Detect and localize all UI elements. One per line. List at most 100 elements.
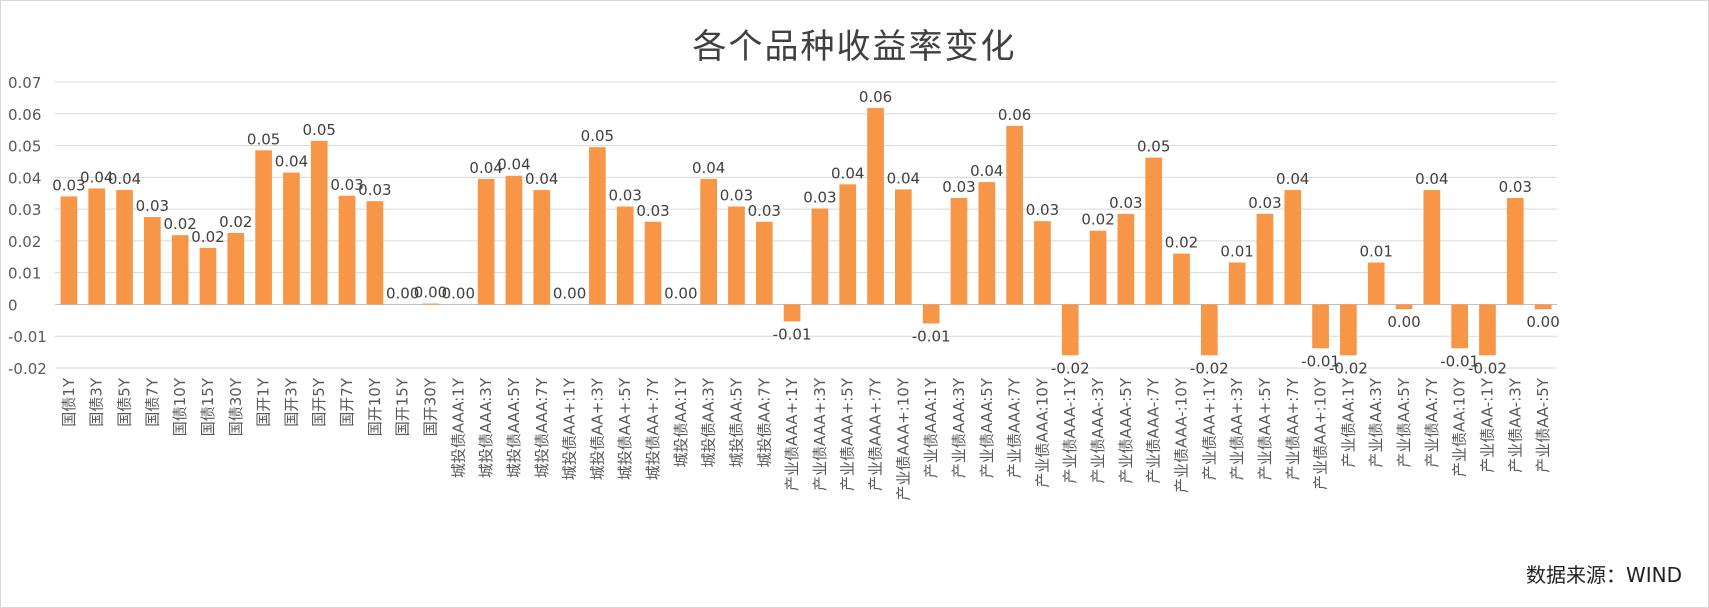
bar — [978, 182, 996, 305]
bar — [199, 247, 217, 305]
category-label: 国债15Y — [199, 377, 217, 436]
data-label: 0.03 — [52, 176, 85, 194]
data-label: 0.03 — [720, 187, 753, 205]
data-label: -0.02 — [1051, 359, 1090, 377]
data-label: 0.05 — [303, 121, 336, 139]
bar — [867, 108, 884, 305]
bar — [1228, 262, 1246, 305]
data-label: 0.02 — [1081, 211, 1114, 229]
category-label: 城投债AA+:3Y — [588, 377, 606, 480]
bar — [283, 172, 300, 305]
bar — [1479, 304, 1496, 356]
category-label: 产业债AAA:1Y — [922, 377, 940, 478]
data-label: 0.03 — [803, 188, 836, 206]
data-label: -0.01 — [1440, 352, 1479, 370]
category-label: 国债3Y — [88, 377, 106, 427]
category-label: 产业债AA+:7Y — [1284, 377, 1302, 480]
bar — [783, 304, 801, 322]
category-label: 产业债AA:1Y — [1339, 377, 1357, 467]
bar — [1451, 304, 1468, 349]
category-label: 产业债AAA+:5Y — [839, 377, 857, 491]
category-label: 国开1Y — [255, 377, 273, 427]
bar — [1089, 230, 1107, 305]
bar — [255, 150, 272, 305]
bar — [839, 184, 857, 305]
category-label: 产业债AA-:5Y — [1534, 377, 1552, 473]
bar — [1423, 190, 1441, 305]
chart-title: 各个品种收益率变化 — [692, 27, 1017, 67]
category-label: 国债5Y — [116, 377, 134, 427]
bar — [616, 206, 634, 305]
data-label: 0.03 — [1109, 194, 1142, 212]
data-label: -0.01 — [1301, 352, 1340, 370]
bar — [88, 188, 106, 305]
data-label: 0.04 — [970, 162, 1003, 180]
category-label: 产业债AA:7Y — [1423, 377, 1441, 467]
data-label: 0.06 — [859, 88, 892, 106]
category-label: 产业债AA-:1Y — [1478, 377, 1496, 473]
data-label: 0.00 — [553, 284, 586, 302]
data-label: 0.03 — [330, 176, 363, 194]
data-label: -0.02 — [1468, 359, 1507, 377]
category-label: 产业债AAA-:7Y — [1145, 377, 1163, 483]
category-label: 产业债AA+:5Y — [1256, 377, 1274, 480]
bar — [1145, 157, 1163, 305]
data-label: 0.04 — [1276, 170, 1309, 188]
category-label: 产业债AA+:1Y — [1200, 377, 1218, 480]
data-label: 0.05 — [1137, 138, 1170, 156]
data-label: -0.02 — [1190, 359, 1229, 377]
bar — [116, 190, 133, 305]
category-label: 城投债AA+:1Y — [561, 377, 579, 480]
category-label: 产业债AAA+:7Y — [867, 377, 885, 491]
bar — [950, 197, 968, 305]
bar — [728, 206, 745, 305]
data-label: 0.04 — [831, 164, 864, 182]
bar — [1034, 221, 1051, 305]
bar — [1340, 304, 1357, 356]
category-label: 产业债AA:10Y — [1451, 377, 1469, 477]
bar — [338, 195, 356, 305]
category-label: 国开5Y — [310, 377, 328, 427]
category-label: 产业债AAA+:3Y — [811, 377, 829, 491]
category-label: 产业债AA+:3Y — [1228, 377, 1246, 480]
category-label: 产业债AA+:10Y — [1312, 377, 1330, 490]
category-label: 国开15Y — [394, 377, 412, 436]
category-label: 产业债AAA-:3Y — [1089, 377, 1107, 483]
bar — [1506, 197, 1524, 305]
y-tick-label: -0.02 — [8, 360, 47, 378]
category-label: 国开30Y — [422, 377, 440, 436]
category-label: 城投债AA:3Y — [700, 377, 718, 467]
data-label: -0.02 — [1329, 359, 1368, 377]
data-label: 0.04 — [469, 159, 502, 177]
bar — [171, 235, 189, 305]
data-label: 0.03 — [358, 181, 391, 199]
data-label: 0.03 — [1026, 201, 1059, 219]
y-tick-label: -0.01 — [8, 328, 47, 346]
bar — [1395, 304, 1413, 310]
bar — [1117, 213, 1135, 305]
data-label: 0.04 — [692, 159, 725, 177]
data-label: 0.04 — [497, 156, 530, 174]
data-label: 0.03 — [136, 197, 169, 215]
category-label: 产业债AAA+:10Y — [894, 377, 912, 500]
category-label: 国开10Y — [366, 377, 384, 436]
data-label: 0.04 — [80, 168, 113, 186]
y-tick-label: 0.07 — [8, 74, 41, 92]
category-label: 产业债AA-:3Y — [1506, 377, 1524, 473]
category-label: 国开7Y — [338, 377, 356, 427]
bar — [755, 221, 773, 305]
category-label: 国债30Y — [227, 377, 245, 436]
data-label: 0.01 — [1220, 242, 1253, 260]
data-label: 0.03 — [636, 202, 669, 220]
bar — [644, 221, 662, 305]
category-label: 产业债AAA-:1Y — [1061, 377, 1079, 483]
data-label: 0.00 — [386, 284, 419, 302]
category-label: 城投债AA:5Y — [727, 377, 745, 467]
data-label: 0.03 — [748, 202, 781, 220]
category-label: 国债10Y — [171, 377, 189, 436]
bar — [1006, 125, 1023, 305]
bar — [422, 303, 439, 305]
y-tick-label: 0 — [8, 296, 18, 314]
data-label: 0.03 — [1248, 194, 1281, 212]
bar — [1173, 253, 1190, 305]
